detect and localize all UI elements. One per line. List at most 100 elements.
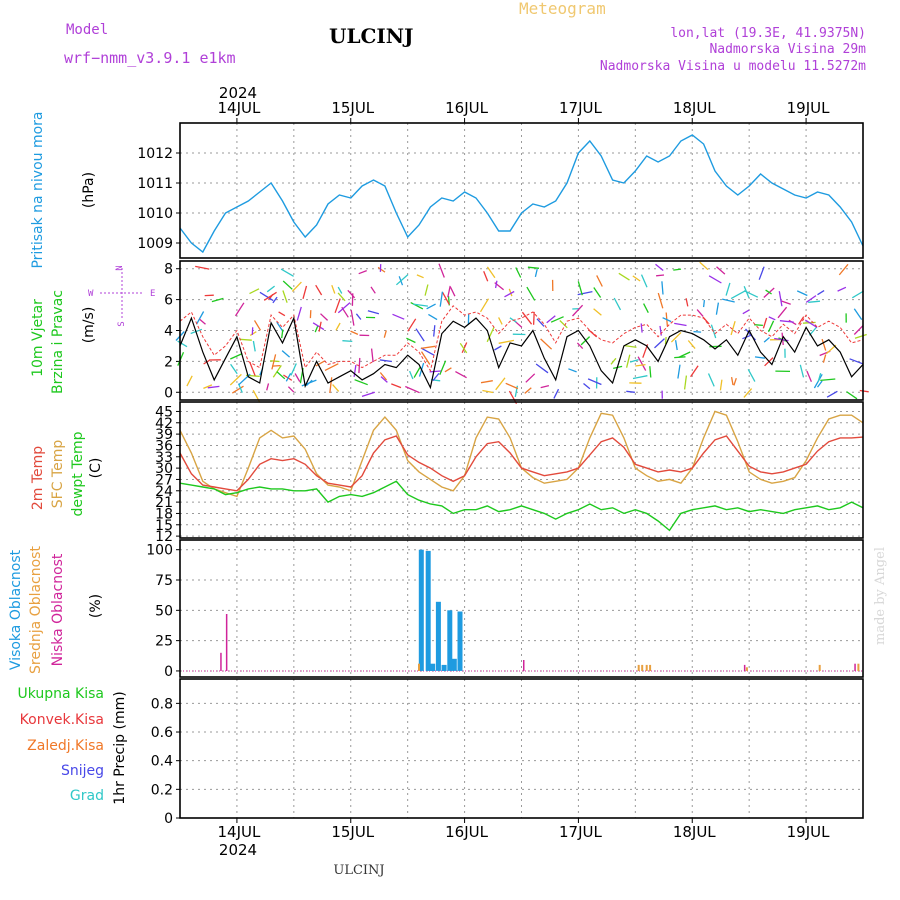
wind-vector-arrow <box>635 363 646 367</box>
y-tick-label: 39 <box>155 427 173 443</box>
wind-vector-arrow <box>674 356 686 359</box>
wind-vector-arrow <box>230 353 243 360</box>
wind-vector-arrow <box>186 375 193 387</box>
wind-vector-arrow <box>498 317 503 325</box>
wind-vector-arrow <box>324 363 339 371</box>
top-day-label: 15JUL <box>331 99 374 117</box>
y-tick-label: 1009 <box>137 236 173 252</box>
wind-vector-arrow <box>285 372 292 382</box>
year-label-bottom: 2024 <box>219 841 257 859</box>
wind-vector-arrow <box>553 388 560 399</box>
wind-vector-arrow <box>486 266 496 279</box>
wind-vector-arrow <box>559 320 568 329</box>
mid-cloud-bar <box>649 664 652 671</box>
wind-vector-arrow <box>266 285 275 293</box>
wind-vector-arrow <box>708 275 722 284</box>
wind-vector-arrow <box>821 338 827 351</box>
bottom-day-label: 19JUL <box>787 823 830 841</box>
wind-vector-arrow <box>762 317 768 329</box>
wind-vector-arrow <box>655 263 664 272</box>
top-day-label: 18JUL <box>673 99 716 117</box>
wind-vector-arrow <box>315 360 325 367</box>
wind-vector-arrow <box>195 265 210 270</box>
wind-vector-arrow <box>624 344 637 348</box>
wind-vector-arrow <box>429 370 442 373</box>
wind-vector-arrow <box>805 295 817 303</box>
wind-vector-arrow <box>415 328 425 342</box>
wind-vector-arrow <box>626 390 635 393</box>
wind-vector-arrow <box>479 298 490 313</box>
wind-vector-arrow <box>350 330 359 335</box>
wind-vector-arrow <box>587 378 602 386</box>
wind-vector-arrow <box>540 384 550 389</box>
high-cloud-bar <box>425 550 431 671</box>
wind-vector-arrow <box>355 313 362 320</box>
wind-vector-arrow <box>632 375 648 380</box>
wind-vector-arrow <box>380 376 388 383</box>
y-tick-label: 75 <box>155 573 173 589</box>
wind-vector-arrow <box>432 372 440 382</box>
svg-text:E: E <box>150 289 155 299</box>
wind-vector-arrow <box>438 263 445 278</box>
wind-vector-arrow <box>315 284 323 296</box>
svg-text:N: N <box>115 265 125 270</box>
cloud-unit: (%) <box>88 594 104 618</box>
wind-vector-arrow <box>715 302 720 315</box>
wind-vector-arrow <box>420 347 435 356</box>
wind-vector-arrow <box>837 286 847 292</box>
temp-label-3: dewpt Temp <box>70 431 86 516</box>
wind-vector-arrow <box>854 333 867 339</box>
wind-vector-arrow <box>291 281 302 292</box>
wind-vector-arrow <box>230 363 238 375</box>
y-tick-label: 25 <box>155 634 173 650</box>
wind-vector-arrow <box>334 298 341 314</box>
wind-vector-arrow <box>294 373 301 383</box>
wind-vector-arrow <box>405 385 420 394</box>
wind-vector-arrow <box>231 385 244 394</box>
wind-vector-arrow <box>733 377 737 386</box>
pressure-unit: (hPa) <box>81 172 97 208</box>
wind-vector-arrow <box>618 272 630 281</box>
y-tick-label: 50 <box>155 603 173 619</box>
wind-vector-arrow <box>707 373 715 387</box>
wind-vector-arrow <box>342 340 353 343</box>
wind-vector-arrow <box>754 324 763 327</box>
y-tick-label: 45 <box>155 404 173 420</box>
y-tick-label: 0.2 <box>151 782 173 798</box>
wind-vector-arrow <box>527 266 540 269</box>
svg-text:S: S <box>117 321 127 326</box>
wind-vector-arrow <box>266 383 270 391</box>
wind-vector-arrow <box>272 296 278 304</box>
pressure-series-line <box>179 134 864 254</box>
wind-vector-arrow <box>817 290 825 296</box>
wind-vector-arrow <box>392 313 405 320</box>
wind-vector-arrow <box>765 289 772 295</box>
y-tick-label: 30 <box>155 461 173 477</box>
wind-vector-arrow <box>846 391 858 400</box>
wind-vector-arrow <box>540 338 553 350</box>
temp-unit: (C) <box>88 458 104 479</box>
wind-vector-arrow <box>367 310 380 315</box>
wind-vector-arrow <box>743 286 750 298</box>
model-name: wrf−nmm_v3.9.1 e1km <box>64 49 236 67</box>
bottom-day-label: 17JUL <box>559 823 602 841</box>
wind-vector-arrow <box>302 285 308 299</box>
wind-vector-arrow <box>550 316 564 323</box>
temp-label-1: 2m Temp <box>30 446 46 510</box>
wind-vector-arrow <box>535 363 549 374</box>
wind-vector-arrow <box>234 302 245 317</box>
wind-vector-arrow <box>494 345 502 351</box>
pressure-label: Pritisak na nivou mora <box>30 111 46 268</box>
y-tick-label: 12 <box>155 529 173 545</box>
mid-cloud-bar <box>641 664 644 671</box>
dewpt-line <box>179 480 864 532</box>
wind-vector-arrow <box>747 368 756 382</box>
wind-vector-arrow <box>662 317 672 323</box>
wind-vector-arrow <box>743 388 753 398</box>
wind-vector-arrow <box>625 354 631 368</box>
wind-vector-arrow <box>249 288 260 295</box>
wind-vector-arrow <box>447 285 451 298</box>
wind-vector-arrow <box>486 327 495 343</box>
wind-vector-arrow <box>332 384 340 392</box>
